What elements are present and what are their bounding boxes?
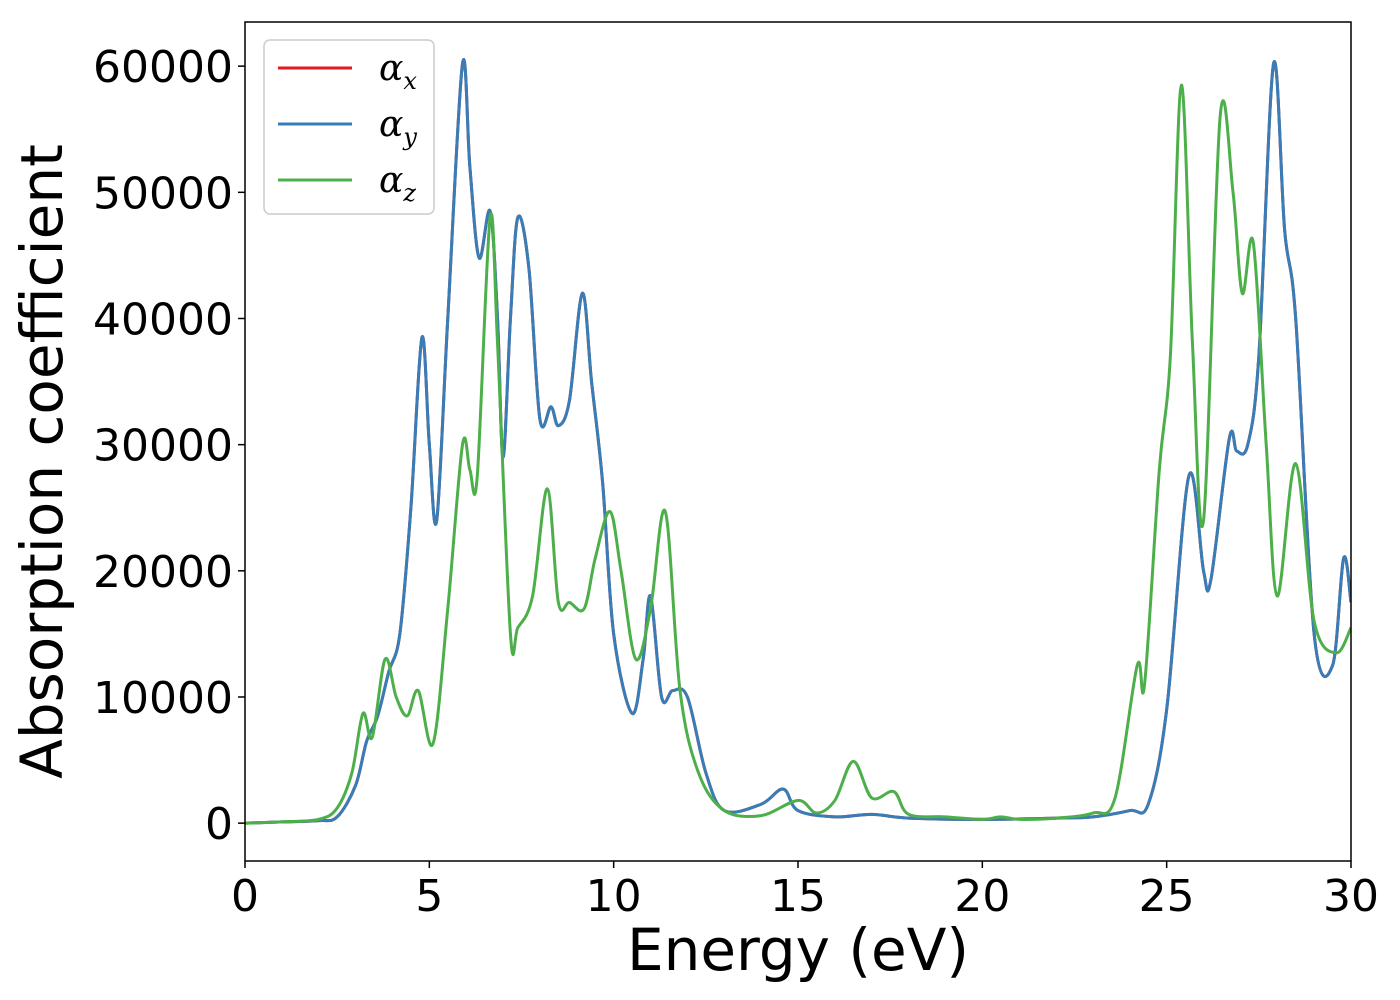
x-tick-label: 25 [1139,871,1195,922]
y-tick-label: 20000 [93,547,233,598]
y-tick-label: 40000 [93,294,233,345]
y-tick-label: 50000 [93,168,233,219]
y-tick-label: 60000 [93,42,233,93]
x-tick-label: 5 [415,871,443,922]
x-tick-label: 30 [1323,871,1379,922]
series-layer [245,58,1351,825]
x-tick-label: 20 [954,871,1010,922]
series-line-alpha-y [245,58,1351,825]
x-axis-label: Energy (eV) [627,916,969,984]
x-tick-label: 15 [770,871,826,922]
legend-box [263,39,435,215]
x-tick-label: 10 [586,871,642,922]
y-tick-label: 0 [205,799,233,850]
y-axis-label: Absorption coefficient [8,144,76,779]
y-tick-label: 30000 [93,421,233,472]
y-tick-label: 10000 [93,673,233,724]
tick-layer: 0 5 10 15 20 25 30 0 10000 20000 30000 40000 50000 60… [93,42,1379,922]
x-tick-label: 0 [231,871,259,922]
series-line-alpha-z [245,83,1351,825]
